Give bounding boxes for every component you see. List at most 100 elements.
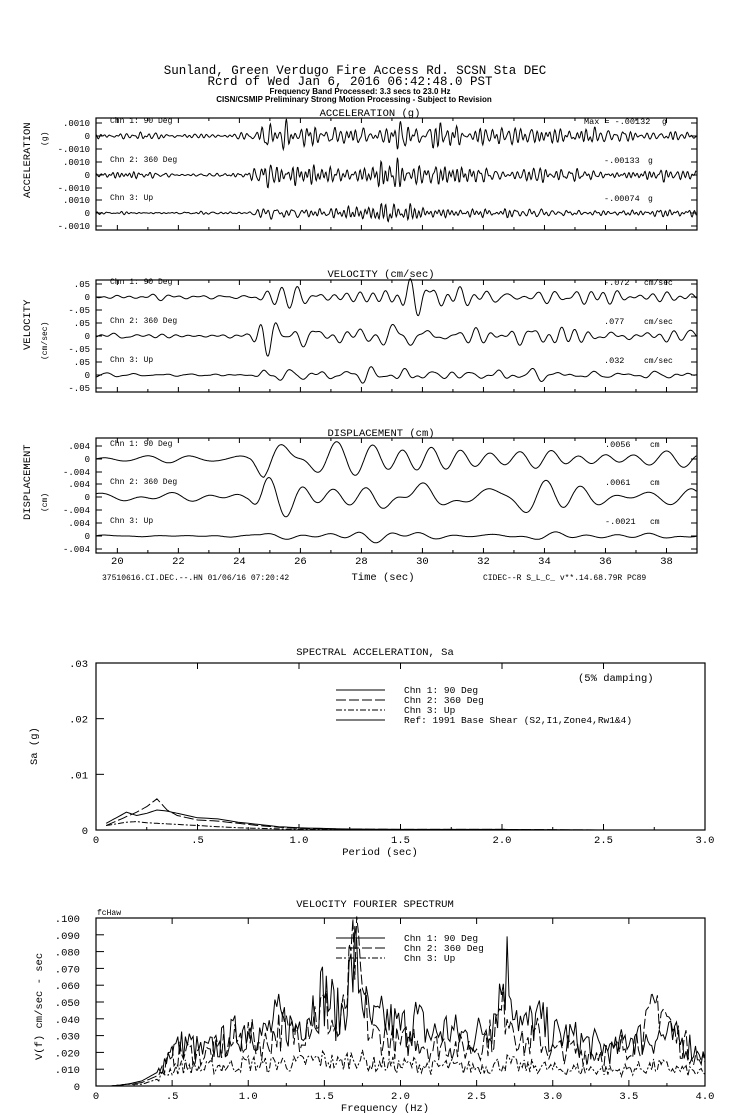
x-tick-label: 20 — [111, 556, 124, 568]
x-tick-label: 1.5 — [391, 835, 410, 847]
y-tick-label: .05 — [74, 319, 90, 329]
y-tick-label: .010 — [55, 1065, 80, 1077]
peak-unit: g — [662, 118, 667, 127]
y-tick-label: .040 — [55, 1015, 80, 1027]
y-tick-label: -.004 — [63, 506, 90, 516]
time-axis-label: Time (sec) — [351, 572, 414, 584]
channel-label: Chn 3: Up — [110, 194, 153, 203]
acceleration-title: ACCELERATION (g) — [320, 108, 421, 120]
y-tick-label: .060 — [55, 981, 80, 993]
waveform-trace — [95, 278, 697, 317]
fourier-corner-label: fcHaw — [97, 909, 121, 918]
waveform-trace — [95, 202, 697, 223]
velocity-title: VELOCITY (cm/sec) — [327, 269, 434, 281]
x-tick-label: 2.0 — [493, 835, 512, 847]
record-date: Rcrd of Wed Jan 6, 2016 06:42:48.0 PST — [207, 75, 493, 89]
x-tick-label: .5 — [191, 835, 204, 847]
plot-frame — [95, 917, 706, 1087]
sa-title: SPECTRAL ACCELERATION, Sa — [296, 647, 454, 659]
peak-value: .0056 — [605, 440, 631, 450]
record-title: Sunland, Green Verdugo Fire Access Rd. S… — [164, 64, 547, 78]
y-tick-label: .050 — [55, 998, 80, 1010]
plot-frame — [95, 662, 706, 831]
y-tick-label: -.05 — [68, 306, 90, 316]
y-tick-label: 0 — [85, 371, 90, 381]
peak-value: .077 — [604, 317, 624, 327]
spectrum-curve — [105, 809, 705, 831]
x-tick-label: 3.5 — [619, 1091, 638, 1103]
peak-value: -.00074 — [604, 194, 640, 204]
sa-xlabel: Period (sec) — [342, 847, 418, 859]
channel-label: Chn 2: 360 Deg — [110, 156, 177, 165]
peak-value: -.072 — [604, 278, 630, 288]
y-tick-label: .004 — [68, 480, 90, 490]
y-tick-label: .070 — [55, 964, 80, 976]
y-tick-label: .03 — [69, 659, 88, 671]
y-tick-label: 0 — [85, 455, 90, 465]
x-tick-label: 28 — [355, 556, 368, 568]
x-tick-label: 22 — [172, 556, 185, 568]
x-tick-label: 3.0 — [696, 835, 715, 847]
y-tick-label: -.004 — [63, 545, 90, 555]
y-tick-label: 0 — [85, 209, 90, 219]
spectrum-curve — [106, 821, 705, 831]
channel-label: Chn 2: 360 Deg — [110, 317, 177, 326]
y-tick-label: -.05 — [68, 345, 90, 355]
waveform-trace — [95, 531, 697, 544]
waveform-trace — [95, 366, 697, 384]
peak-unit: cm — [650, 518, 660, 527]
x-tick-label: 2.5 — [594, 835, 613, 847]
y-tick-label: .02 — [69, 715, 88, 727]
displacement-ylabel: DISPLACEMENT — [22, 444, 34, 520]
plot-frame — [95, 437, 698, 554]
velocity-ylabel: VELOCITY — [22, 299, 34, 350]
peak-value: -.00133 — [604, 156, 640, 166]
spectrum-curve — [96, 1049, 706, 1087]
waveform-trace — [95, 157, 697, 189]
y-tick-label: .100 — [55, 914, 80, 926]
y-tick-label: -.004 — [63, 468, 90, 478]
y-tick-label: 0 — [85, 332, 90, 342]
fourier-xlabel: Frequency (Hz) — [341, 1103, 429, 1115]
x-tick-label: 1.5 — [315, 1091, 334, 1103]
x-tick-label: 32 — [477, 556, 490, 568]
displacement-yunit: (cm) — [41, 493, 50, 512]
frequency-band: Frequency Band Processed: 3.3 secs to 23… — [270, 87, 451, 96]
y-tick-label: .080 — [55, 948, 80, 960]
x-tick-label: 4.0 — [696, 1091, 715, 1103]
y-tick-label: .020 — [55, 1048, 80, 1060]
x-tick-label: 2.5 — [467, 1091, 486, 1103]
y-tick-label: .0010 — [63, 196, 90, 206]
x-tick-label: 24 — [233, 556, 246, 568]
y-tick-label: .004 — [68, 519, 90, 529]
waveform-trace — [95, 322, 697, 357]
y-tick-label: -.0010 — [58, 184, 90, 194]
channel-label: Chn 1: 90 Deg — [110, 440, 173, 449]
y-tick-label: 0 — [85, 132, 90, 142]
y-tick-label: .030 — [55, 1032, 80, 1044]
fourier-ylabel: V(f) cm/sec - sec — [34, 953, 46, 1060]
y-tick-label: 0 — [82, 826, 88, 838]
x-tick-label: 36 — [599, 556, 612, 568]
y-tick-label: .0010 — [63, 119, 90, 129]
sa-damping-note: (5% damping) — [578, 673, 654, 685]
y-tick-label: -.0010 — [58, 222, 90, 232]
record-id: 37510616.CI.DEC.--.HN 01/06/16 07:20:42 — [102, 574, 289, 583]
processing-note: CISN/CSMIP Preliminary Strong Motion Pro… — [216, 95, 492, 104]
y-tick-label: .004 — [68, 442, 90, 452]
y-tick-label: 0 — [85, 532, 90, 542]
waveform-trace — [95, 118, 697, 152]
y-tick-label: .01 — [69, 770, 88, 782]
channel-label: Chn 3: Up — [110, 356, 153, 365]
y-tick-label: 0 — [74, 1082, 80, 1094]
legend-label: Chn 3: Up — [404, 953, 456, 964]
peak-unit: g — [648, 195, 653, 204]
x-tick-label: 0 — [93, 835, 99, 847]
fourier-title: VELOCITY FOURIER SPECTRUM — [296, 899, 454, 911]
x-tick-label: 1.0 — [239, 1091, 258, 1103]
acceleration-ylabel: ACCELERATION — [22, 122, 34, 198]
channel-label: Chn 1: 90 Deg — [110, 117, 173, 126]
peak-unit: cm/sec — [644, 279, 673, 288]
y-tick-label: -.05 — [68, 384, 90, 394]
peak-value: -.0021 — [605, 517, 636, 527]
